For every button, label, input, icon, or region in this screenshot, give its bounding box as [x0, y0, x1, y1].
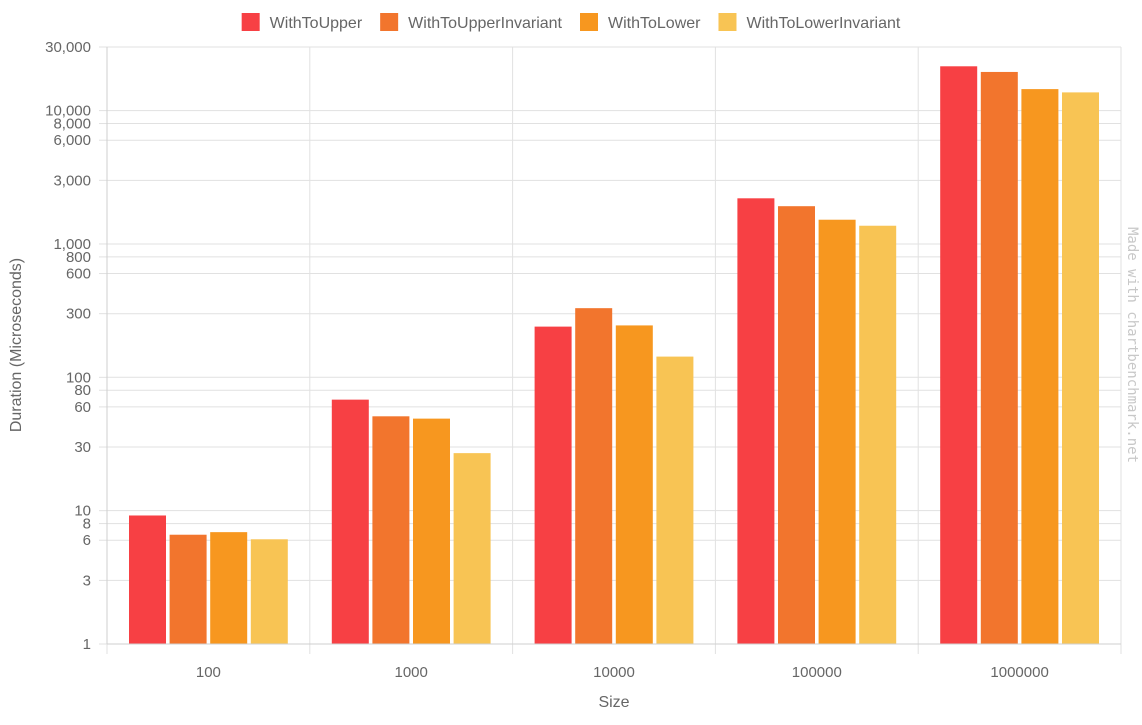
x-tick-label: 1000: [395, 664, 428, 681]
x-tick-label: 100: [196, 664, 221, 681]
bar-WithToLowerInvariant-1000000[interactable]: [1062, 92, 1099, 644]
legend-label: WithToLowerInvariant: [746, 15, 900, 32]
y-tick-label: 30,000: [45, 39, 91, 56]
bar-WithToLower-100000[interactable]: [818, 219, 856, 644]
legend-swatch: [241, 13, 260, 31]
bar-WithToUpperInvariant-100000[interactable]: [778, 206, 815, 645]
bar-WithToUpperInvariant-1000[interactable]: [372, 416, 410, 644]
x-tick-label: 100000: [792, 664, 842, 681]
y-tick-label: 60: [74, 399, 91, 416]
y-tick-label: 1,000: [53, 236, 91, 253]
y-tick-label: 3: [83, 572, 91, 589]
legend-label: WithToLower: [608, 15, 701, 32]
y-tick-label: 1: [83, 636, 91, 653]
axes: 1368103060801003006008001,0003,0006,0008…: [45, 39, 1121, 681]
y-tick-label: 300: [66, 306, 91, 323]
y-tick-label: 3,000: [53, 172, 91, 189]
bar-WithToLower-100[interactable]: [210, 532, 248, 644]
x-tick-label: 10000: [593, 664, 635, 681]
bar-WithToUpper-10000[interactable]: [534, 326, 572, 644]
bar-WithToLowerInvariant-100[interactable]: [250, 539, 288, 644]
y-tick-label: 8,000: [53, 116, 91, 133]
legend-label: WithToUpper: [270, 15, 363, 32]
bar-WithToLower-1000000[interactable]: [1021, 89, 1059, 644]
bar-WithToUpperInvariant-1000000[interactable]: [980, 71, 1018, 644]
bar-WithToLowerInvariant-1000[interactable]: [453, 453, 491, 644]
y-tick-label: 6: [83, 532, 91, 549]
bar-WithToLower-10000[interactable]: [615, 325, 653, 644]
legend-label: WithToUpperInvariant: [408, 15, 562, 32]
x-axis-title: Size: [598, 694, 629, 711]
bar-WithToUpper-1000000[interactable]: [940, 66, 978, 645]
bar-WithToLowerInvariant-10000[interactable]: [656, 356, 694, 644]
watermark-text: Made with chartbenchmark.net: [1124, 227, 1140, 463]
x-tick-label: 1000000: [990, 664, 1048, 681]
y-tick-label: 80: [74, 382, 91, 399]
bar-WithToUpperInvariant-100[interactable]: [169, 534, 207, 644]
legend-swatch: [718, 13, 737, 31]
legend-item[interactable]: WithToUpper: [241, 13, 363, 32]
bar-WithToLowerInvariant-100000[interactable]: [859, 225, 897, 644]
y-tick-label: 800: [66, 249, 91, 266]
y-tick-label: 600: [66, 266, 91, 283]
y-tick-label: 6,000: [53, 132, 91, 149]
legend-swatch: [580, 13, 598, 31]
y-tick-label: 100: [66, 369, 91, 386]
y-axis-title: Duration (Microseconds): [8, 258, 25, 432]
bar-WithToUpper-100000[interactable]: [737, 198, 775, 644]
legend-item[interactable]: WithToLower: [580, 13, 701, 32]
bar-WithToUpper-100[interactable]: [129, 515, 166, 644]
y-tick-label: 30: [74, 439, 91, 456]
y-tick-label: 8: [83, 516, 91, 533]
legend-swatch: [380, 13, 399, 31]
legend-item[interactable]: WithToUpperInvariant: [380, 13, 563, 32]
bar-WithToUpperInvariant-10000[interactable]: [575, 308, 613, 644]
legend-item[interactable]: WithToLowerInvariant: [718, 13, 901, 32]
bar-WithToUpper-1000[interactable]: [331, 399, 369, 644]
bar-WithToLower-1000[interactable]: [413, 418, 450, 644]
y-tick-label: 10,000: [45, 103, 91, 120]
legend: WithToUpper WithToUpperInvariant WithToLow…: [241, 13, 901, 32]
y-tick-label: 10: [74, 503, 91, 520]
bars: [129, 66, 1099, 645]
